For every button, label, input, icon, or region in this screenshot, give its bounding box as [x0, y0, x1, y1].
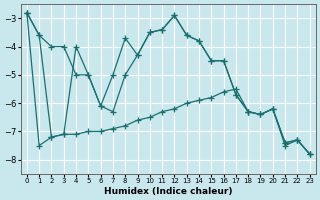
X-axis label: Humidex (Indice chaleur): Humidex (Indice chaleur) — [104, 187, 233, 196]
